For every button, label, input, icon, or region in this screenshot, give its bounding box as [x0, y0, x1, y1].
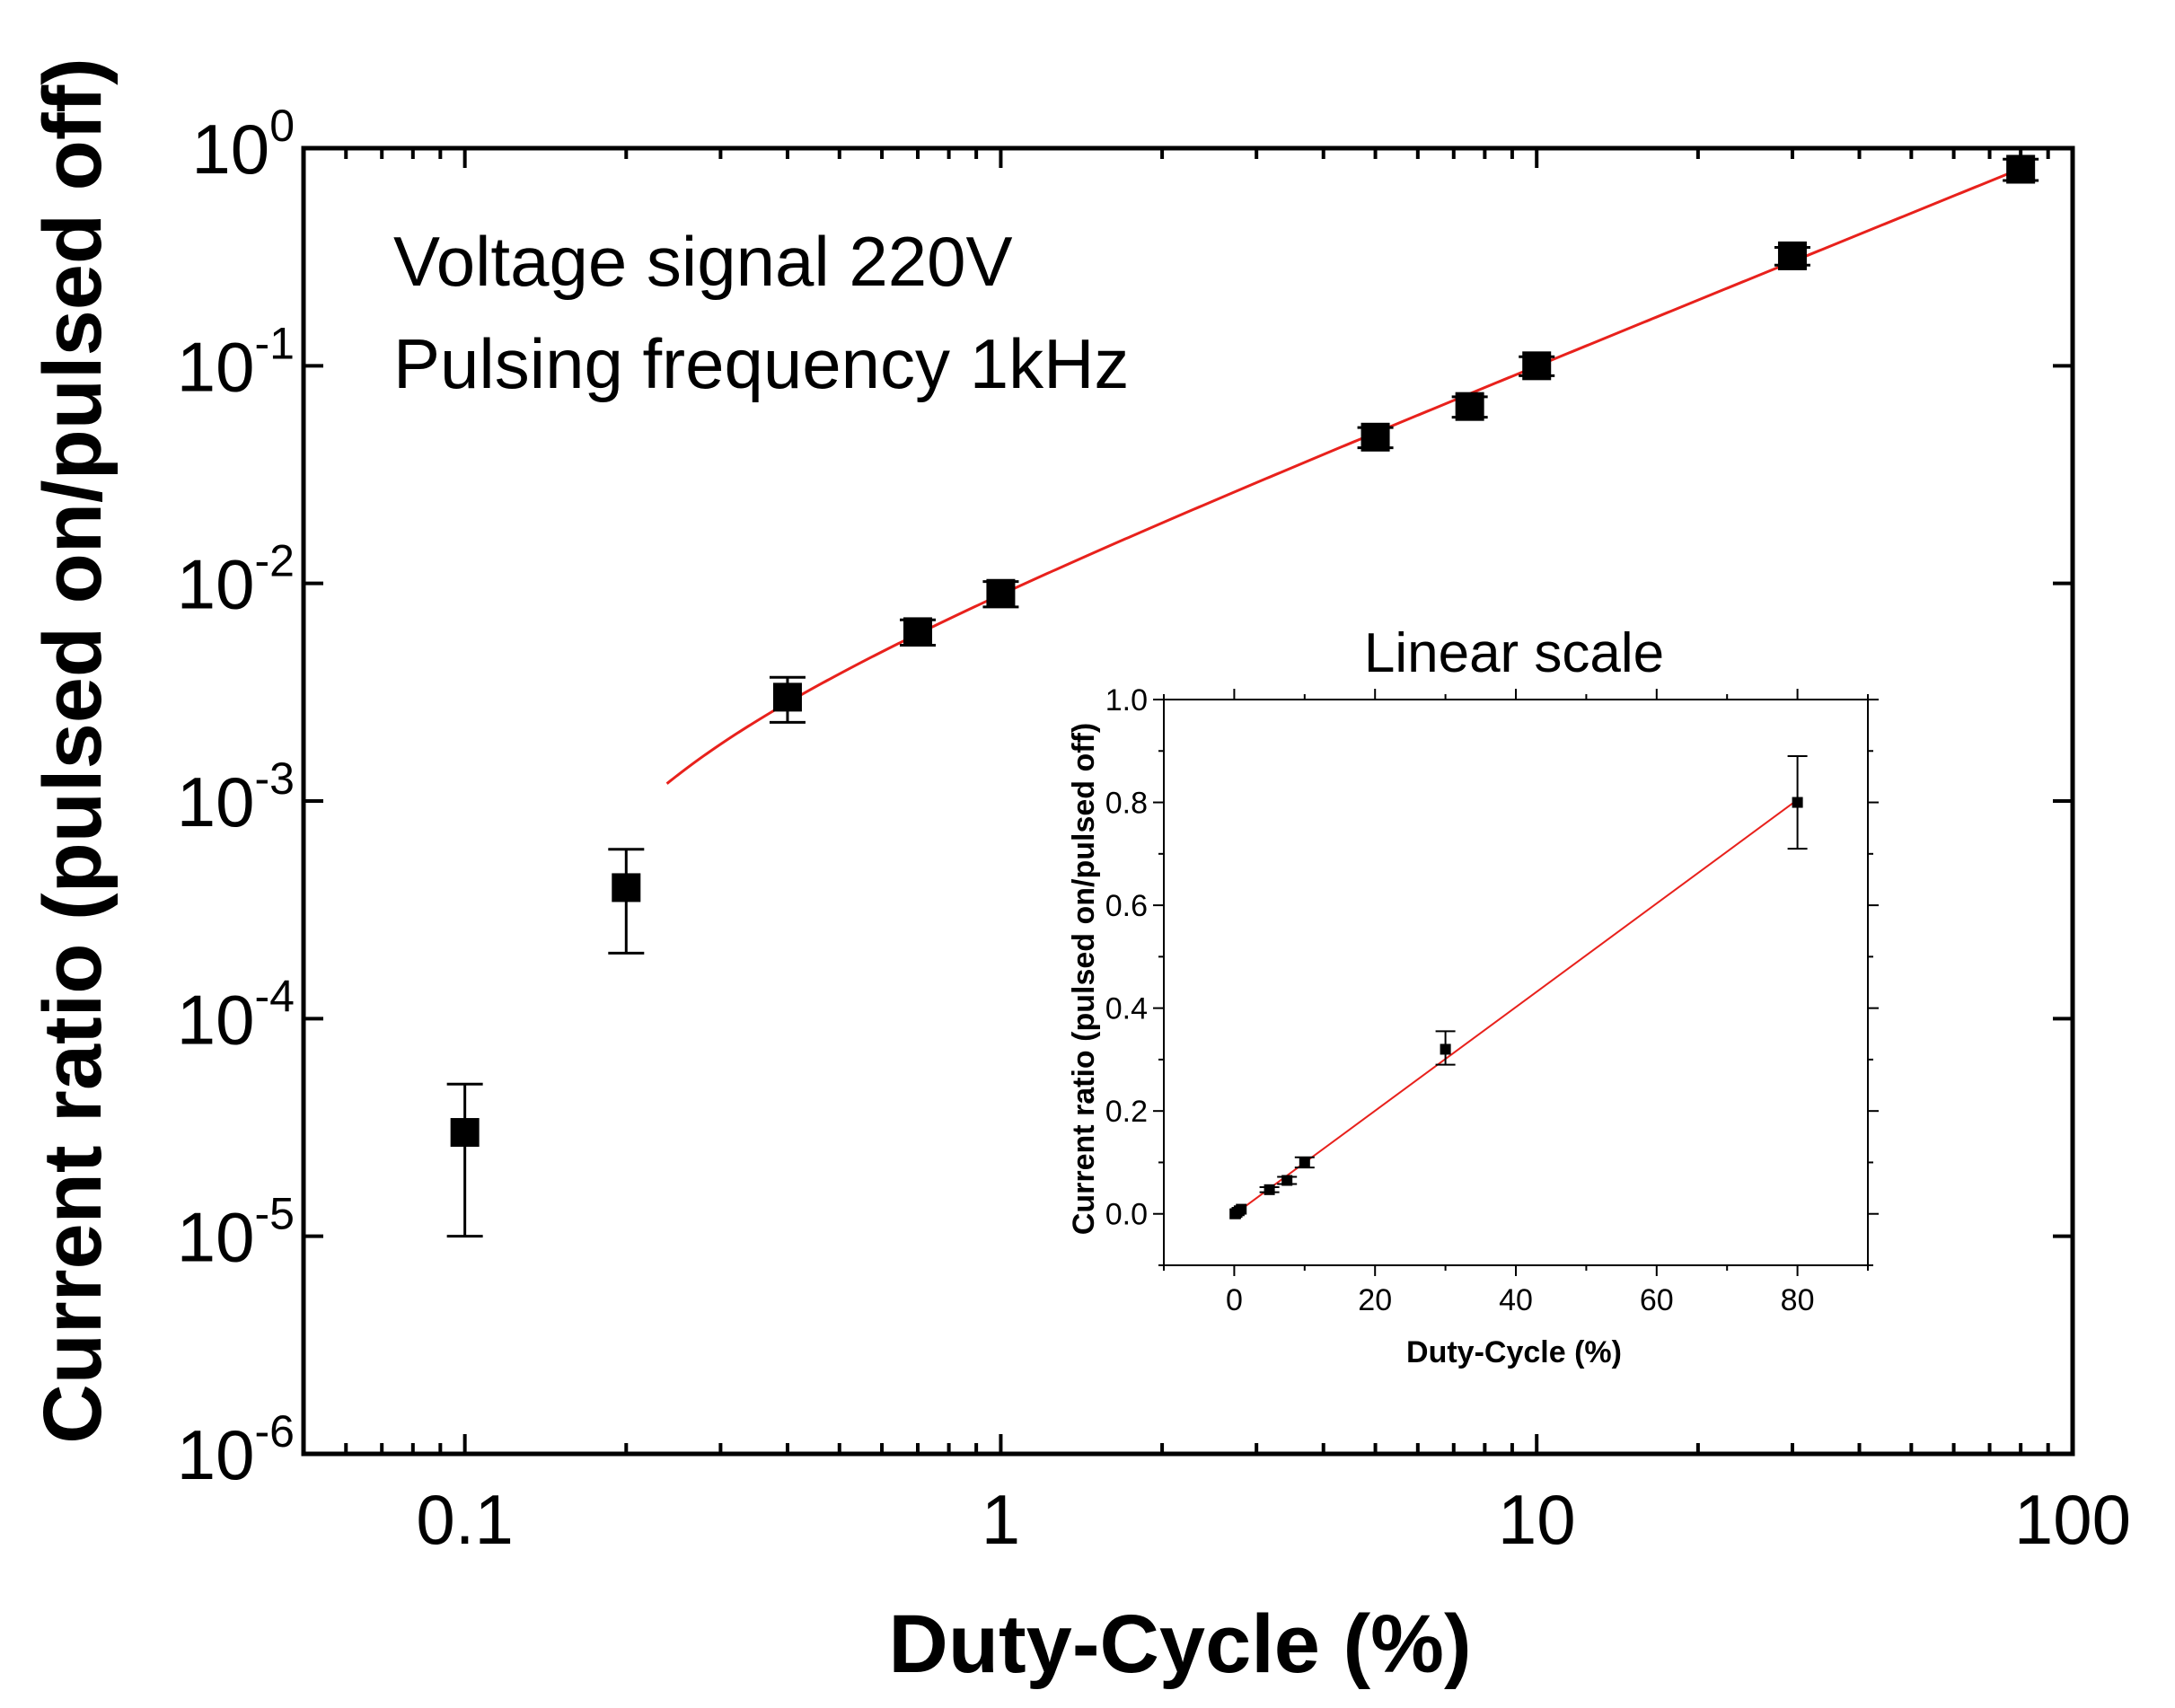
main-y-tick-base: 10 [177, 980, 255, 1059]
main-x-tick-label: 0.1 [416, 1480, 513, 1559]
main-data-point [1357, 422, 1394, 452]
inset-title: Linear scale [1364, 622, 1664, 684]
main-square-marker [612, 873, 641, 902]
inset-x-tick-label: 40 [1499, 1283, 1533, 1317]
main-y-tick-exponent: -5 [255, 1189, 295, 1239]
main-x-tick-label: 1 [982, 1480, 1020, 1559]
inset-y-tick-labels: 0.0 0.2 0.4 0.6 0.8 1.0 [1105, 683, 1148, 1232]
inset-x-tick-label: 20 [1358, 1283, 1392, 1317]
main-data-point [2003, 154, 2039, 184]
main-data-points [446, 154, 2039, 1238]
main-data-point [1774, 241, 1810, 270]
main-square-marker [903, 617, 932, 647]
main-y-tick-exponent: -4 [255, 971, 295, 1021]
main-y-tick-base: 10 [177, 327, 255, 406]
main-y-tick-label: 100 [191, 101, 295, 189]
main-square-marker [1455, 392, 1484, 421]
inset-background [1164, 700, 1868, 1265]
main-y-tick-base: 10 [177, 1198, 255, 1277]
inset-square-marker [1299, 1157, 1310, 1168]
main-y-tick-exponent: -1 [255, 318, 295, 368]
main-data-point [1451, 392, 1488, 421]
main-data-point [769, 675, 806, 724]
main-square-marker [450, 1118, 480, 1148]
inset-data-point [1787, 755, 1808, 850]
main-data-point [608, 848, 645, 955]
annotation-voltage: Voltage signal 220V [393, 222, 1013, 301]
main-x-tick-label: 100 [2014, 1480, 2131, 1559]
inset-data-points [1229, 755, 1808, 1219]
inset-data-point [1259, 1184, 1280, 1195]
main-square-marker [2006, 154, 2036, 184]
main-data-point [1519, 351, 1555, 381]
main-data-point [899, 617, 936, 647]
inset-square-marker [1264, 1184, 1275, 1195]
main-square-marker [986, 578, 1016, 608]
inset-fit-line [1233, 798, 1799, 1216]
inset-data-point [1277, 1175, 1298, 1186]
main-y-tick-exponent: -6 [255, 1406, 295, 1457]
main-fit-line-group [665, 167, 2022, 785]
main-x-axis-title: Duty-Cycle (%) [888, 1598, 1471, 1690]
main-data-point [982, 578, 1019, 609]
main-y-tick-base: 10 [191, 110, 269, 189]
main-y-tick-base: 10 [177, 1415, 255, 1494]
main-y-tick-label: 10-1 [177, 318, 295, 406]
main-y-tick-label: 10-3 [177, 753, 295, 841]
inset-square-marker [1236, 1203, 1247, 1215]
main-y-tick-exponent: -3 [255, 753, 295, 804]
main-square-marker [1522, 351, 1552, 381]
main-y-tick-label: 10-5 [177, 1189, 295, 1277]
inset-y-tick-label: 0.2 [1105, 1095, 1148, 1129]
inset-plot: 0 20 40 60 80 0.0 0.2 0.4 0.6 0.8 1.0 Linear scal… [1067, 622, 1879, 1369]
inset-y-tick-label: 0.8 [1105, 787, 1148, 821]
main-fit-line [665, 167, 2022, 785]
inset-x-tick-label: 0 [1226, 1283, 1243, 1317]
main-y-tick-label: 10-6 [177, 1406, 295, 1494]
main-y-tick-base: 10 [177, 762, 255, 841]
main-square-marker [1360, 422, 1390, 452]
main-y-tick-exponent: -2 [255, 536, 295, 586]
inset-y-tick-label: 0.0 [1105, 1198, 1148, 1232]
main-y-tick-label: 10-4 [177, 971, 295, 1059]
inset-x-tick-label: 60 [1640, 1283, 1674, 1317]
inset-square-marker [1792, 797, 1803, 808]
inset-y-tick-label: 1.0 [1105, 683, 1148, 718]
main-square-marker [1777, 241, 1807, 270]
inset-x-tick-label: 80 [1781, 1283, 1815, 1317]
main-x-tick-labels: 0.1 1 10 100 [416, 1480, 2131, 1559]
main-square-marker [772, 682, 802, 712]
inset-fit-line-group [1233, 798, 1799, 1216]
main-plot-frame [301, 145, 2075, 1457]
inset-plot-frame [1163, 699, 1869, 1266]
main-data-point [446, 1082, 483, 1238]
annotation-frequency: Pulsing frequency 1kHz [393, 324, 1129, 403]
main-y-tick-exponent: 0 [269, 101, 295, 151]
main-y-tick-label: 10-2 [177, 536, 295, 624]
inset-data-point [1294, 1156, 1315, 1169]
inset-square-marker [1281, 1175, 1293, 1186]
inset-data-point [1435, 1030, 1456, 1066]
main-y-axis-title: Current ratio (pulsed on/pulsed off) [27, 57, 119, 1444]
inset-y-tick-label: 0.4 [1105, 992, 1148, 1026]
inset-y-axis-title: Current ratio (pulsed on/pulsed off) [1067, 723, 1101, 1235]
main-x-tick-label: 10 [1498, 1480, 1576, 1559]
inset-data-point [1236, 1203, 1247, 1215]
main-y-tick-base: 10 [177, 545, 255, 624]
inset-x-tick-labels: 0 20 40 60 80 [1226, 1283, 1815, 1317]
inset-x-axis-title: Duty-Cycle (%) [1406, 1335, 1622, 1369]
inset-square-marker [1440, 1043, 1451, 1055]
inset-y-tick-label: 0.6 [1105, 889, 1148, 923]
